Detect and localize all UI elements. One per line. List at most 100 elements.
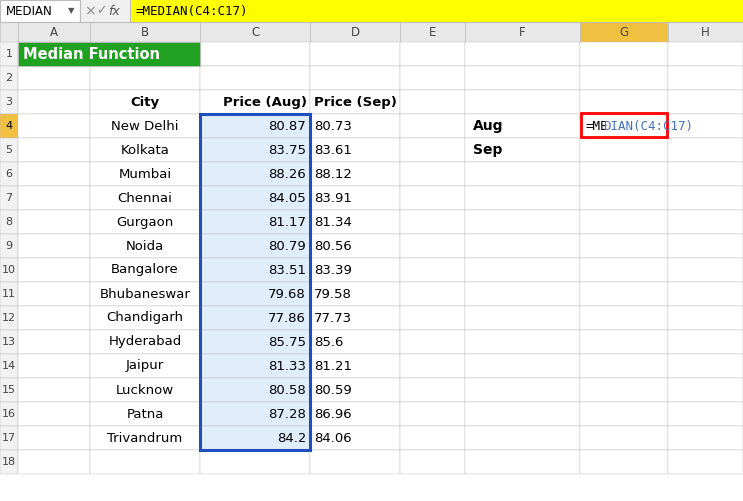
- Bar: [0, 186, 18, 210]
- Bar: [90, 114, 200, 138]
- Bar: [465, 66, 580, 90]
- Bar: [465, 282, 580, 306]
- Bar: [668, 450, 743, 474]
- Bar: [18, 306, 90, 330]
- Bar: [400, 378, 465, 402]
- Bar: [668, 114, 743, 138]
- Text: 80.79: 80.79: [268, 239, 306, 253]
- Bar: [18, 138, 90, 162]
- Bar: [310, 186, 400, 210]
- Bar: [18, 210, 90, 234]
- Bar: [18, 258, 90, 282]
- Text: =MEDIAN(C4:C17): =MEDIAN(C4:C17): [136, 5, 248, 18]
- Bar: [465, 210, 580, 234]
- Text: 81.17: 81.17: [268, 215, 306, 228]
- Bar: [400, 354, 465, 378]
- Bar: [400, 426, 465, 450]
- Bar: [90, 66, 200, 90]
- Text: 4: 4: [5, 121, 13, 131]
- Text: 2: 2: [5, 73, 13, 83]
- Bar: [668, 258, 743, 282]
- Text: 83.75: 83.75: [268, 143, 306, 156]
- Text: B: B: [141, 26, 149, 39]
- Text: 80.87: 80.87: [268, 120, 306, 132]
- Text: 83.91: 83.91: [314, 191, 352, 204]
- Bar: [465, 186, 580, 210]
- Text: 77.86: 77.86: [268, 312, 306, 325]
- Bar: [90, 378, 200, 402]
- Bar: [310, 450, 400, 474]
- Text: 79.68: 79.68: [268, 288, 306, 301]
- Text: 12: 12: [2, 313, 16, 323]
- Bar: [400, 450, 465, 474]
- Bar: [18, 426, 90, 450]
- Bar: [90, 402, 200, 426]
- Bar: [0, 114, 18, 138]
- Text: 17: 17: [2, 433, 16, 443]
- Bar: [668, 186, 743, 210]
- Text: 80.73: 80.73: [314, 120, 352, 132]
- Bar: [0, 22, 18, 42]
- Bar: [18, 114, 90, 138]
- Text: 10: 10: [2, 265, 16, 275]
- Text: Jaipur: Jaipur: [126, 360, 164, 373]
- Bar: [580, 66, 668, 90]
- Bar: [400, 306, 465, 330]
- Bar: [580, 234, 668, 258]
- Text: ▼: ▼: [68, 7, 74, 16]
- Bar: [18, 450, 90, 474]
- Bar: [0, 378, 18, 402]
- Bar: [400, 210, 465, 234]
- Bar: [465, 426, 580, 450]
- Bar: [310, 378, 400, 402]
- Text: Price (Sep): Price (Sep): [314, 96, 397, 109]
- Bar: [18, 378, 90, 402]
- Bar: [580, 426, 668, 450]
- Bar: [0, 90, 18, 114]
- Bar: [0, 426, 18, 450]
- Bar: [18, 402, 90, 426]
- Text: 88.12: 88.12: [314, 167, 352, 180]
- Bar: [668, 66, 743, 90]
- Bar: [400, 162, 465, 186]
- Bar: [400, 90, 465, 114]
- Text: 88.26: 88.26: [268, 167, 306, 180]
- Bar: [310, 42, 400, 66]
- Bar: [580, 114, 668, 138]
- Bar: [90, 234, 200, 258]
- Bar: [580, 22, 668, 42]
- Bar: [200, 426, 310, 450]
- Bar: [18, 330, 90, 354]
- Bar: [90, 162, 200, 186]
- Text: 87.28: 87.28: [268, 407, 306, 420]
- Bar: [668, 210, 743, 234]
- Bar: [18, 66, 90, 90]
- Bar: [668, 282, 743, 306]
- Text: 9: 9: [5, 241, 13, 251]
- Text: 80.56: 80.56: [314, 239, 351, 253]
- Bar: [0, 282, 18, 306]
- Bar: [0, 402, 18, 426]
- Bar: [580, 306, 668, 330]
- Bar: [200, 114, 310, 450]
- Text: City: City: [131, 96, 160, 109]
- Bar: [400, 258, 465, 282]
- Bar: [668, 426, 743, 450]
- Bar: [310, 210, 400, 234]
- Bar: [580, 402, 668, 426]
- Bar: [200, 450, 310, 474]
- Bar: [400, 330, 465, 354]
- Bar: [465, 114, 580, 138]
- Bar: [465, 306, 580, 330]
- Bar: [90, 426, 200, 450]
- Bar: [465, 378, 580, 402]
- Bar: [18, 354, 90, 378]
- Bar: [200, 330, 310, 354]
- Bar: [580, 354, 668, 378]
- Text: Gurgaon: Gurgaon: [117, 215, 174, 228]
- Bar: [200, 378, 310, 402]
- Bar: [0, 354, 18, 378]
- Bar: [18, 42, 90, 66]
- Text: 3: 3: [5, 97, 13, 107]
- Bar: [400, 114, 465, 138]
